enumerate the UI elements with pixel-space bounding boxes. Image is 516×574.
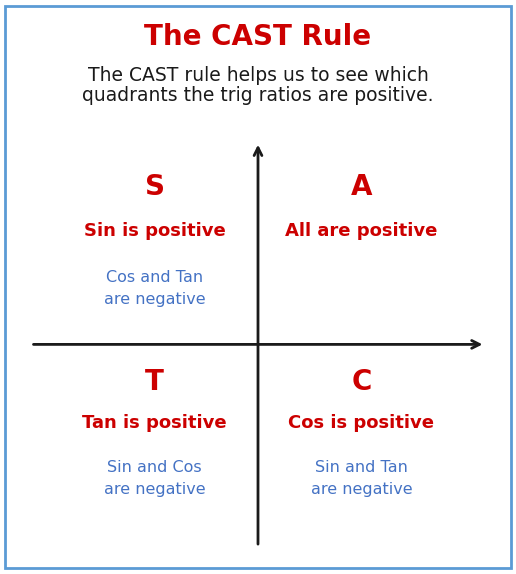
Text: All are positive: All are positive xyxy=(285,222,438,240)
Text: S: S xyxy=(144,173,165,201)
Text: C: C xyxy=(351,367,372,395)
Text: A: A xyxy=(350,173,372,201)
Text: Cos and Tan
are negative: Cos and Tan are negative xyxy=(104,270,205,307)
Text: Sin is positive: Sin is positive xyxy=(84,222,225,240)
Text: Tan is positive: Tan is positive xyxy=(83,414,227,432)
Text: The CAST Rule: The CAST Rule xyxy=(144,24,372,51)
Text: Cos is positive: Cos is positive xyxy=(288,414,434,432)
Text: Sin and Tan
are negative: Sin and Tan are negative xyxy=(311,460,412,497)
Text: The CAST rule helps us to see which: The CAST rule helps us to see which xyxy=(88,66,428,86)
Text: Sin and Cos
are negative: Sin and Cos are negative xyxy=(104,460,205,497)
Text: T: T xyxy=(145,367,164,395)
Text: quadrants the trig ratios are positive.: quadrants the trig ratios are positive. xyxy=(82,86,434,106)
